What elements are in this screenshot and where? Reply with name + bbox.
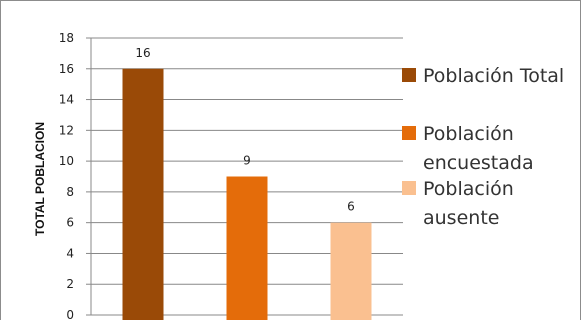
y-tick-label: 18	[59, 31, 74, 45]
data-label: 9	[243, 154, 251, 168]
y-tick-label: 4	[66, 246, 74, 260]
bar	[330, 222, 372, 320]
legend-label: Población Total	[423, 65, 564, 87]
legend-label: encuestada	[423, 152, 534, 174]
bars	[122, 68, 372, 320]
y-axis-label: TOTAL POBLACION	[33, 122, 47, 236]
bar	[122, 68, 164, 320]
y-tick-label: 6	[66, 216, 74, 230]
y-tick-label: 16	[59, 62, 74, 76]
legend-swatch	[402, 126, 416, 140]
legend-label: Población	[423, 123, 514, 145]
y-tick-label: 12	[59, 123, 74, 137]
data-label: 6	[347, 200, 355, 214]
legend-swatch	[402, 181, 416, 195]
y-axis-ticks: 0 2 4 6 8 10 12 14 16 18	[59, 31, 91, 320]
bar	[226, 176, 268, 320]
legend: Población Total Población encuestada Poblac…	[402, 65, 564, 229]
legend-label: ausente	[423, 207, 499, 229]
y-tick-label: 2	[66, 277, 74, 291]
y-tick-label: 14	[59, 93, 74, 107]
y-tick-label: 10	[59, 154, 74, 168]
y-tick-label: 0	[66, 308, 74, 320]
y-tick-label: 8	[66, 185, 74, 199]
data-label: 16	[135, 46, 150, 60]
legend-label: Población	[423, 178, 514, 200]
legend-swatch	[402, 68, 416, 82]
